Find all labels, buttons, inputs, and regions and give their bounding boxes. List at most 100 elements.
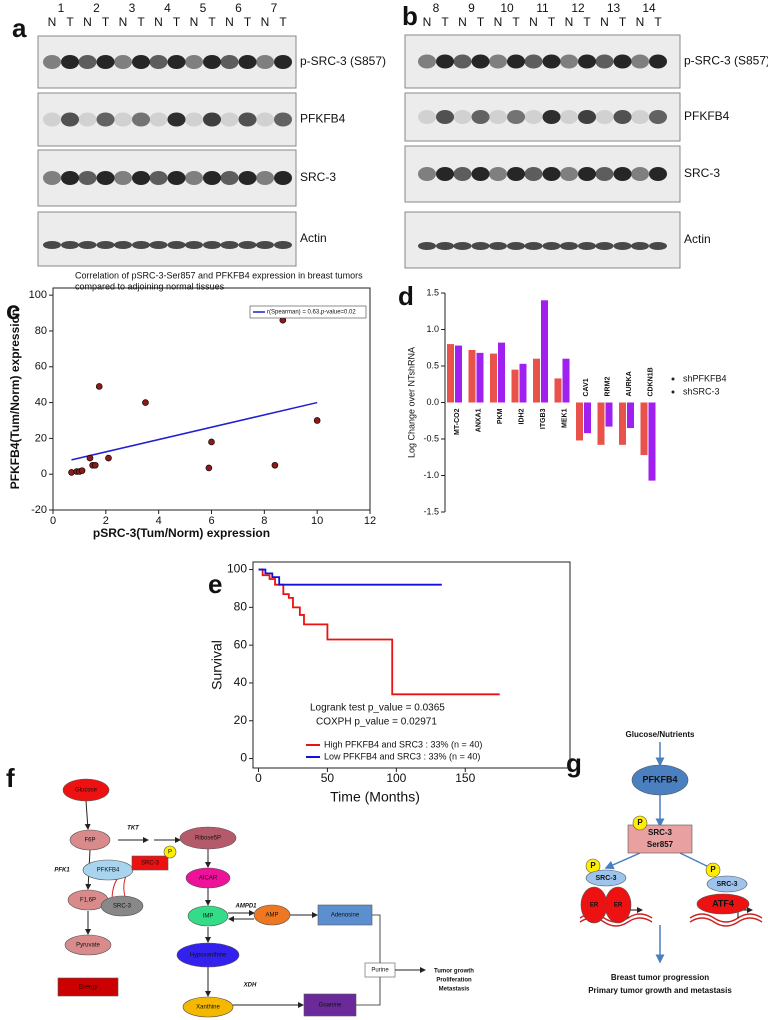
model-label: P	[590, 861, 596, 870]
blot-band	[167, 171, 186, 185]
panel-label: c	[6, 295, 20, 325]
model-label: P	[637, 818, 643, 827]
y-axis-label: Survival	[209, 640, 225, 690]
blot-band	[613, 167, 632, 181]
x-tick-label: 0	[255, 771, 262, 785]
blot-band	[489, 54, 507, 69]
pathway-label: Pyruvate	[76, 943, 100, 949]
pathway-label: Ribose5P	[195, 836, 221, 842]
pathway-label: TKT	[127, 826, 140, 832]
model-label: ER	[614, 903, 623, 909]
panel-label: b	[402, 1, 418, 31]
node-shape	[57, 977, 119, 997]
blot-band	[220, 171, 239, 185]
pathway-label: PFKFB4	[97, 868, 120, 874]
x-category-label: RRM2	[604, 377, 611, 397]
plot-frame	[52, 287, 371, 511]
y-tick-label: 100	[227, 562, 247, 576]
blot-band	[149, 241, 168, 249]
blot-band	[274, 55, 292, 69]
x-tick-label: 150	[455, 771, 475, 785]
blot-band	[578, 54, 596, 69]
bar	[533, 358, 540, 403]
x-category-label: PKM	[497, 408, 504, 424]
node-shape	[100, 895, 144, 917]
lane-normal: N	[225, 15, 234, 29]
pathway-label: AICAR	[199, 876, 218, 882]
lane-tumor: T	[619, 15, 627, 29]
blot-band	[524, 167, 543, 181]
lane-number: 13	[607, 1, 621, 15]
y-tick-label: 40	[35, 396, 47, 408]
legend-swatch	[671, 390, 675, 394]
node-shape	[131, 855, 169, 871]
model-label: Breast tumor progression	[611, 973, 709, 982]
lane-normal: N	[636, 15, 645, 29]
blot-band	[595, 54, 614, 69]
point	[91, 461, 99, 469]
lane-normal: N	[565, 15, 574, 29]
blot-band	[524, 54, 543, 69]
x-tick-label: 6	[208, 515, 214, 527]
node-shape	[176, 942, 240, 968]
pathway-label: AMPD1	[234, 904, 257, 910]
lane-number: 1	[58, 1, 65, 15]
y-tick-label: 100	[29, 289, 47, 301]
blot-band	[203, 171, 221, 185]
blot-band	[203, 241, 221, 249]
blot-band	[578, 242, 596, 250]
blot-band	[578, 110, 596, 124]
dna	[689, 913, 763, 923]
blot-band	[96, 112, 115, 127]
lane-number: 4	[164, 1, 171, 15]
chart-title: compared to adjoining normal tissues	[75, 281, 225, 291]
blot-band	[238, 55, 257, 69]
blot-label: Actin	[300, 231, 327, 245]
blot-band	[524, 242, 543, 250]
lane-normal: N	[83, 15, 92, 29]
lane-number: 2	[93, 1, 100, 15]
model-label: Glucose/Nutrients	[626, 730, 695, 739]
node-shape	[696, 893, 750, 915]
blot-band	[471, 54, 490, 69]
y-tick-label: 80	[35, 325, 47, 337]
blot-band	[256, 112, 274, 127]
panel-label: g	[566, 748, 582, 778]
x-tick-label: 0	[50, 515, 56, 527]
blot-band	[436, 167, 454, 181]
panel-label: f	[6, 763, 15, 793]
blot-band	[78, 171, 97, 185]
lane-number: 11	[536, 1, 549, 15]
blot-band	[132, 241, 150, 249]
y-tick-label: -20	[31, 504, 47, 516]
model-label: SRC-3	[716, 881, 737, 888]
blot-band	[542, 54, 561, 69]
x-tick-label: 8	[261, 515, 267, 527]
lane-normal: N	[190, 15, 199, 29]
lane-normal: N	[458, 15, 467, 29]
y-tick-label: 20	[234, 713, 248, 727]
pathway-label: Glucose	[75, 788, 98, 794]
blot-band	[418, 110, 436, 124]
node-shape	[364, 962, 396, 978]
lane-tumor: T	[583, 15, 591, 29]
blot-band	[453, 167, 472, 181]
y-tick-label: 0.5	[426, 360, 439, 370]
y-tick-label: 20	[35, 432, 47, 444]
lane-tumor: T	[441, 15, 449, 29]
blot-band	[507, 54, 525, 69]
pathway-label: PFK1	[54, 868, 70, 874]
node-shape	[187, 905, 229, 927]
blot-band	[61, 171, 79, 185]
blot-band	[96, 55, 115, 69]
lane-number: 7	[271, 1, 278, 15]
node-shape	[604, 886, 632, 924]
lane-normal: N	[48, 15, 57, 29]
panel-label: d	[398, 281, 414, 311]
blot-band	[560, 110, 578, 124]
lane-tumor: T	[512, 15, 520, 29]
fit-line	[71, 401, 318, 461]
lane-number: 9	[468, 1, 475, 15]
blot-band	[507, 110, 525, 124]
model-label: SRC-3	[648, 828, 673, 837]
